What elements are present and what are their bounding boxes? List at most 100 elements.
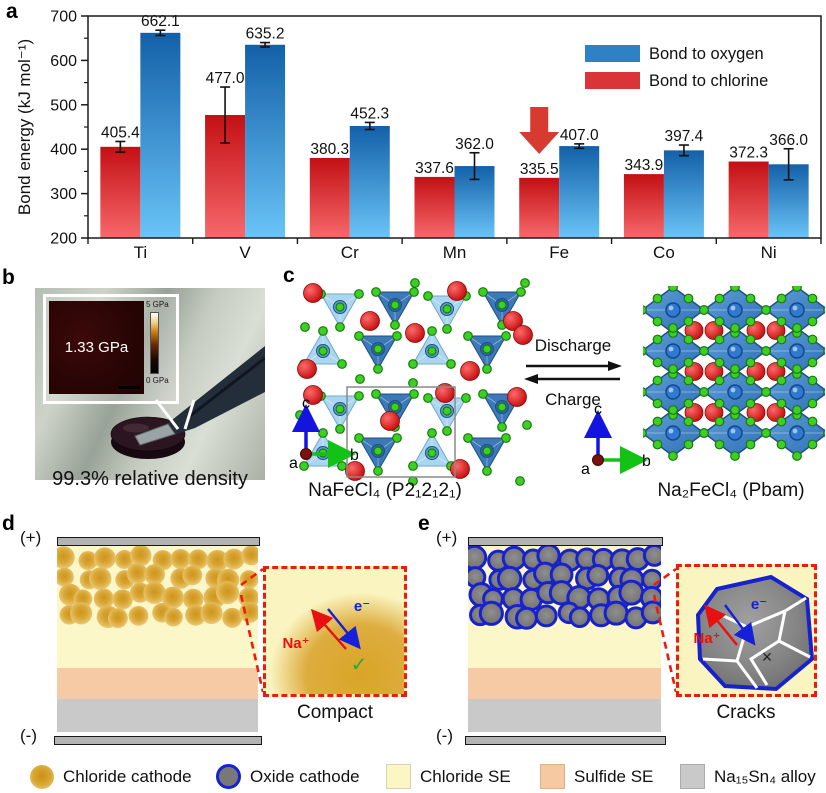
bottom-electrode-d [54,736,262,745]
cl-atom [714,416,725,427]
electron-label: e⁻ [354,598,370,615]
nanoindentation-inset: 1.33 GPa 5 GPa 0 GPa [43,294,179,404]
legend-item: Chloride SE [386,763,511,790]
cl-atom [392,433,402,443]
cl-atom [652,357,663,368]
colorbar-min-label: 0 GPa [146,376,169,385]
fe-atom [665,384,681,400]
na2fecl4-structure [643,286,825,461]
na-atom [380,411,400,431]
chloride-particle [182,588,204,610]
fe-atom [727,384,743,400]
cl-atom [442,406,452,416]
bar-value-label: 343.9 [625,157,664,174]
chloride-particle [182,565,203,586]
chloride-particle [223,548,245,570]
legend-swatch [680,764,705,789]
oxide-particle [618,579,645,606]
cl-atom [823,306,825,314]
cl-atom [776,357,787,368]
reaction-arrows: Discharge Charge [518,336,628,410]
oxide-particle [478,600,504,626]
alloy-layer-d [57,699,258,732]
cl-atom [482,344,492,354]
bar-value-label: 366.0 [769,132,808,149]
zoom-callout-e [652,567,678,693]
electron-label: e⁻ [751,596,767,613]
cl-atom [776,316,787,327]
chloride-cathode-particles [52,544,262,629]
na-atom [405,323,425,343]
cl-atom [442,324,452,334]
cl-atom [409,389,419,399]
cl-atom [354,331,364,341]
cl-atom [442,426,452,436]
oxide-particle [603,600,629,626]
back-arrow-head [524,374,538,384]
bar-value-label: 662.1 [141,13,180,30]
cl-atom [745,375,756,386]
cl-atom [652,398,663,409]
cl-atom [446,359,456,369]
fe-atom [665,343,681,359]
cl-atom [335,322,345,332]
cl-atom [501,433,511,443]
error-bar [115,140,126,153]
axis-triad-left: c b a [289,395,358,472]
cl-atom [807,439,818,450]
cl-atom [823,429,825,437]
x-tick-label-cr: Cr [341,243,359,262]
cl-atom [337,359,347,369]
charge-label: Charge [545,390,601,409]
chloride-particle [187,549,209,570]
cl-atom [745,398,756,409]
cl-atom [683,357,694,368]
chloride-particle [164,607,183,627]
cl-atom [745,316,756,327]
na-atom [460,361,480,381]
legend-label: Chloride cathode [63,766,192,786]
cl-atom [699,428,709,438]
hardness-map: 1.33 GPa [49,301,144,394]
cl-atom [373,446,383,456]
cl-atom [355,374,365,384]
right-formula: Na₂FeCl₄ (Pbam) [657,480,805,501]
error-bar [574,143,585,150]
cl-atom [371,389,381,399]
c-axis-label: c [302,395,310,412]
chloride-layer-d [52,544,262,668]
cl-atom [776,293,787,304]
bar-co-chlorine [623,174,664,238]
cl-atom [516,287,526,297]
cl-atom [390,402,400,412]
fe-atom [789,343,805,359]
cl-atom [318,346,328,356]
cl-atom [807,293,818,304]
cl-atom [335,404,345,414]
axis-triad-right: c b a [581,401,650,478]
chloride-particle [78,551,98,571]
scale-bar [118,386,140,389]
cl-atom [371,287,381,297]
bond-energy-bar-chart: 405.4 662.1 Ti 477.0 635.2 V 380.3 452.3 Cr 337.6… [15,9,822,262]
cl-atom [730,451,740,461]
cl-atom [714,316,725,327]
y-tick-label: 700 [50,9,77,26]
check-mark: ✓ [351,654,368,676]
cl-atom [792,451,802,461]
oxide-particle [461,544,488,571]
chloride-particle [206,549,229,572]
discharge-label: Discharge [534,336,612,355]
compact-particle-inset: Na⁺ e⁻ ✓ [263,566,407,697]
cl-atom [792,286,802,292]
chloride-particle [88,567,112,590]
callout-line-left [154,399,180,430]
bar-value-label: 337.6 [415,160,454,177]
fe-atom [789,425,805,441]
cl-atom [390,300,400,310]
legend-label: Oxide cathode [250,766,360,786]
oxide-cathode-particles [461,543,666,630]
a-axis-label: a [289,455,298,472]
cracked-particle-inset: Na⁺ e⁻ × [676,564,817,697]
cl-atom [520,278,530,288]
